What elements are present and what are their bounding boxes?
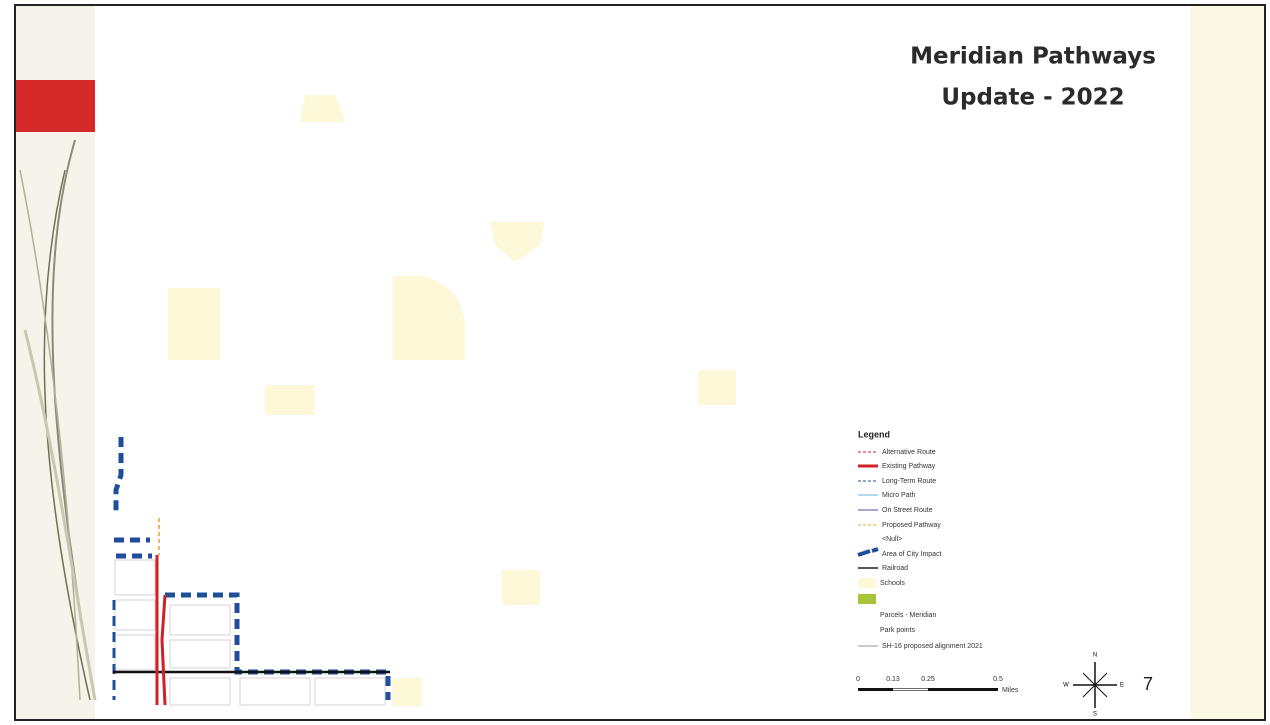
legend-label: Parcels - Meridian [880,612,937,619]
slide-border [14,4,1266,721]
compass: N W E S [1063,653,1124,718]
legend-label: SH-16 proposed alignment 2021 [882,643,983,650]
legend-label: On Street Route [882,507,933,514]
scale-label: 0.13 [886,676,900,683]
legend-label: Proposed Pathway [882,522,941,529]
legend-label: Schools [880,580,905,587]
scale-label: 0 [856,676,860,683]
legend-title: Legend [858,429,890,439]
legend-label: Micro Path [882,492,916,499]
schools [168,95,736,706]
compass-w: W [1063,683,1069,689]
compass-n: N [1093,653,1097,659]
legend-label: Existing Pathway [882,463,936,470]
compass-s: S [1093,712,1097,718]
legend: Legend Alternative Route Existing Pathwa… [857,429,983,650]
accent-block [15,80,95,132]
legend-label: <Null> [882,536,902,543]
legend-label: Railroad [882,565,908,572]
page-number: 7 [1143,674,1153,694]
scale-label: 0.5 [993,676,1003,683]
existing-pathway [160,594,167,706]
compass-e: E [1120,683,1124,689]
legend-label: Park points [880,627,916,634]
right-strip [1190,5,1265,720]
decorative-curves [19,139,97,701]
title: Meridian Pathways [910,44,1156,70]
title: Update - 2022 [941,85,1124,111]
scale-bar: 0 0.13 0.25 0.5 Miles [856,676,1019,694]
legend-label: Alternative Route [882,449,936,456]
scale-label: 0.25 [921,676,935,683]
legend-label: Area of City Impact [882,551,942,558]
scale-unit: Miles [1002,687,1019,694]
legend-label: Long-Term Route [882,478,936,485]
